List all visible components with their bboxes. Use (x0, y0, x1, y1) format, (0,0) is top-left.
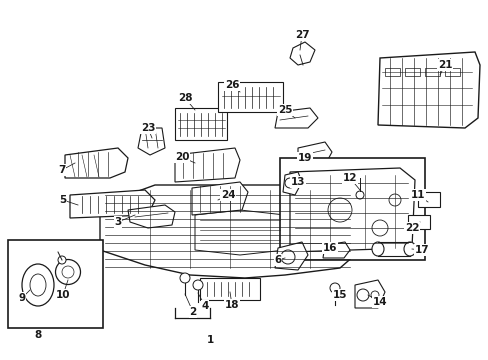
Circle shape (180, 273, 190, 283)
Text: 11: 11 (410, 190, 425, 200)
Text: 3: 3 (114, 217, 122, 227)
Polygon shape (274, 242, 307, 270)
Circle shape (370, 291, 378, 299)
Polygon shape (128, 205, 175, 228)
Text: 6: 6 (274, 255, 281, 265)
Text: 12: 12 (342, 173, 357, 183)
Bar (280, 158, 424, 260)
Text: 16: 16 (322, 243, 337, 253)
Circle shape (329, 283, 339, 293)
Ellipse shape (403, 242, 415, 256)
Circle shape (58, 256, 66, 264)
Polygon shape (192, 182, 247, 215)
Ellipse shape (55, 260, 81, 284)
Text: 19: 19 (297, 153, 311, 163)
Ellipse shape (30, 274, 46, 296)
Circle shape (371, 220, 387, 236)
Text: 15: 15 (332, 290, 346, 300)
Bar (218, 82, 283, 112)
Polygon shape (283, 172, 302, 195)
Text: 22: 22 (404, 223, 418, 233)
Polygon shape (138, 128, 164, 155)
Text: 23: 23 (141, 123, 155, 133)
Text: 2: 2 (189, 307, 196, 317)
Polygon shape (195, 210, 285, 255)
Polygon shape (377, 52, 479, 128)
Text: 13: 13 (290, 177, 305, 187)
Text: 4: 4 (201, 301, 208, 311)
Text: 21: 21 (437, 60, 451, 70)
Text: 24: 24 (220, 190, 235, 200)
Polygon shape (70, 190, 155, 218)
Circle shape (388, 194, 400, 206)
Circle shape (355, 191, 363, 199)
Bar (407, 215, 429, 229)
Circle shape (356, 289, 368, 301)
Polygon shape (100, 185, 359, 278)
Bar (8, 240, 103, 328)
Ellipse shape (22, 264, 54, 306)
Polygon shape (297, 142, 331, 165)
Bar (377, 242, 409, 256)
Text: 9: 9 (19, 293, 25, 303)
Bar (444, 68, 459, 76)
Text: 10: 10 (56, 290, 70, 300)
Text: 28: 28 (177, 93, 192, 103)
Bar (404, 68, 419, 76)
Polygon shape (289, 168, 414, 252)
Text: 20: 20 (174, 152, 189, 162)
Text: 5: 5 (59, 195, 66, 205)
Text: 25: 25 (277, 105, 292, 115)
Bar (384, 68, 399, 76)
Text: 14: 14 (372, 297, 386, 307)
Polygon shape (65, 148, 128, 178)
Ellipse shape (62, 266, 74, 278)
Text: 26: 26 (224, 80, 239, 90)
Text: 8: 8 (34, 330, 41, 340)
Text: 1: 1 (206, 335, 213, 345)
Text: 7: 7 (58, 165, 65, 175)
Text: 17: 17 (414, 245, 428, 255)
Polygon shape (354, 280, 384, 308)
Text: 27: 27 (294, 30, 309, 40)
Bar (175, 108, 226, 140)
Polygon shape (175, 148, 240, 182)
Circle shape (327, 198, 351, 222)
Circle shape (285, 178, 294, 188)
Bar (417, 192, 439, 207)
Polygon shape (323, 242, 349, 258)
Polygon shape (289, 42, 314, 65)
Circle shape (281, 250, 294, 264)
Ellipse shape (371, 242, 383, 256)
Text: 18: 18 (224, 300, 239, 310)
Polygon shape (274, 108, 317, 128)
Bar (200, 278, 260, 300)
Bar (424, 68, 439, 76)
Circle shape (193, 280, 203, 290)
